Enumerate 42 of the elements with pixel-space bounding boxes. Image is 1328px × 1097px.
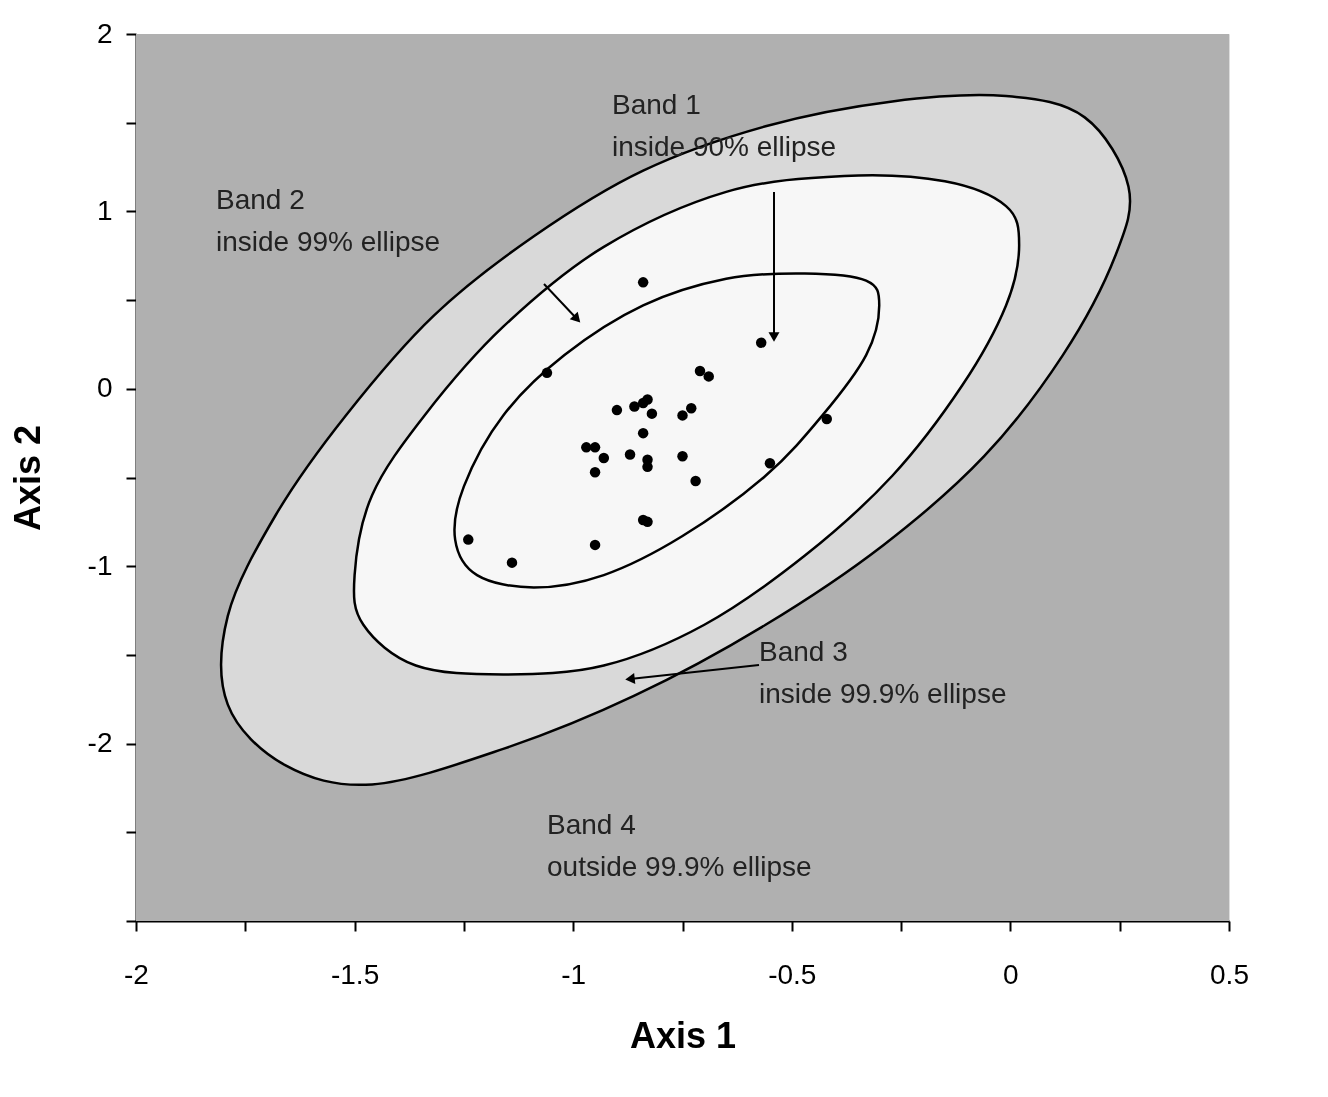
- point: [589, 539, 601, 551]
- annotation: Band 4 outside 99.9% ellipse: [547, 809, 812, 882]
- x-tick-label: -0.5: [768, 958, 817, 990]
- y-axis-title: Axis 2: [6, 424, 48, 532]
- y-tick-label: 0: [96, 372, 113, 404]
- x-axis-title: Axis 1: [629, 1014, 737, 1056]
- annotation: Band 2 inside 99% ellipse: [216, 184, 441, 257]
- point: [690, 475, 701, 487]
- y-tick-label: -1: [87, 549, 113, 581]
- point: [611, 404, 623, 416]
- annotation: Band 1 inside 90% ellipse: [612, 89, 837, 162]
- x-tick-label: 0: [1003, 958, 1019, 990]
- point: [589, 466, 601, 478]
- point: [637, 427, 649, 439]
- y-tick-label: -2: [87, 727, 113, 759]
- point: [642, 394, 653, 405]
- point: [624, 449, 636, 460]
- point: [677, 410, 688, 421]
- x-tick-label: -2: [124, 958, 149, 990]
- point: [646, 408, 658, 419]
- y-tick-label: 1: [96, 194, 113, 226]
- point: [589, 442, 601, 453]
- x-tick-label: -1: [561, 958, 587, 990]
- x-tick-label: 0.5: [1210, 958, 1249, 990]
- point: [677, 450, 688, 462]
- point: [629, 401, 640, 412]
- point: [686, 403, 697, 414]
- point: [703, 371, 714, 382]
- point: [598, 452, 610, 464]
- point: [541, 367, 553, 379]
- point: [694, 365, 706, 377]
- y-tick-label: 2: [96, 17, 113, 49]
- point: [506, 557, 518, 568]
- annotation: Band 3 inside 99.9% ellipse: [759, 636, 1007, 709]
- point: [581, 442, 592, 453]
- point: [463, 534, 474, 545]
- x-tick-label: -1.5: [330, 958, 380, 990]
- point: [821, 413, 833, 425]
- point: [764, 458, 776, 469]
- point: [637, 277, 649, 288]
- point: [642, 516, 653, 528]
- point: [755, 337, 767, 348]
